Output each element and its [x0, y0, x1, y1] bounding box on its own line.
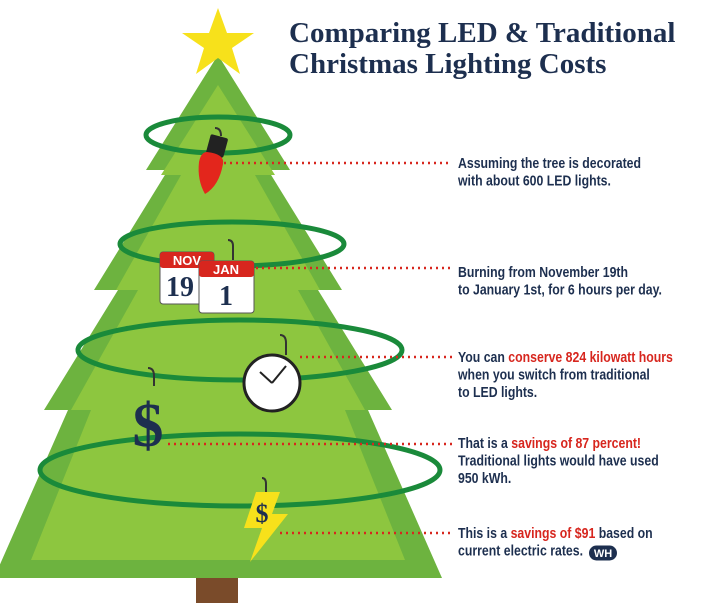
note-line: That is a savings of 87 percent! [458, 435, 641, 451]
title-line: Comparing LED & Traditional [289, 17, 675, 49]
note-line: Burning from November 19th [458, 264, 628, 280]
note-segment: to LED lights. [458, 384, 537, 400]
note-segment: Traditional lights would have used [458, 452, 659, 468]
note-highlight: conserve 824 kilowatt hours [508, 349, 673, 365]
note-segment: That is a [458, 435, 511, 451]
note-segment: current electric rates. [458, 542, 583, 558]
note-segment: when you switch from traditional [457, 366, 650, 382]
note-text: 950 kWh. [458, 470, 511, 486]
note-text: current electric rates. [458, 542, 583, 558]
note-line: to LED lights. [458, 384, 537, 400]
note-line: 950 kWh. [458, 470, 511, 486]
note-segment: This is a [458, 525, 511, 541]
calendar-day: 1 [219, 281, 233, 312]
note-text: Traditional lights would have used [458, 452, 659, 468]
note-text: Burning from November 19th [458, 264, 628, 280]
page: NOV 19 JAN 1 $ $ Comparing LED & Traditi… [0, 0, 717, 603]
note-segment: You can [458, 349, 508, 365]
note-text: to January 1st, for 6 hours per day. [458, 281, 662, 297]
dollar-sign: $ [133, 392, 164, 460]
note-segment: Assuming the tree is decorated [458, 155, 641, 171]
note-line: You can conserve 824 kilowatt hours [458, 349, 673, 365]
note-line: to January 1st, for 6 hours per day. [458, 281, 662, 297]
note-segment: based on [595, 525, 652, 541]
note-line: This is a savings of $91 based on [458, 525, 653, 541]
calendar-month: JAN [213, 262, 239, 277]
note-line: current electric rates. [458, 542, 583, 558]
title-line: Christmas Lighting Costs [289, 48, 606, 80]
note-text: This is a savings of $91 based on [458, 525, 653, 541]
note-text: That is a savings of 87 percent! [458, 435, 641, 451]
note-segment: 950 kWh. [458, 470, 511, 486]
note-text: when you switch from traditional [457, 366, 650, 382]
infographic: NOV 19 JAN 1 $ $ Comparing LED & Traditi… [0, 0, 717, 603]
note-line: when you switch from traditional [457, 366, 650, 382]
note-line: Assuming the tree is decorated [458, 155, 641, 171]
note-text: You can conserve 824 kilowatt hours [458, 349, 673, 365]
note-segment: to January 1st, for 6 hours per day. [458, 281, 662, 297]
note-text: Assuming the tree is decorated [458, 155, 641, 171]
calendar-month: NOV [173, 253, 202, 268]
dollar-sign: $ [256, 499, 269, 528]
badge-text: WH [594, 548, 612, 560]
calendar-day: 19 [166, 272, 194, 303]
note-highlight: savings of $91 [511, 525, 596, 541]
note-line: Traditional lights would have used [458, 452, 659, 468]
note-text: to LED lights. [458, 384, 537, 400]
note-segment: Burning from November 19th [458, 264, 628, 280]
note-line: with about 600 LED lights. [457, 172, 611, 188]
note-segment: with about 600 LED lights. [457, 172, 611, 188]
note-text: with about 600 LED lights. [457, 172, 611, 188]
note-highlight: savings of 87 percent! [511, 435, 641, 451]
